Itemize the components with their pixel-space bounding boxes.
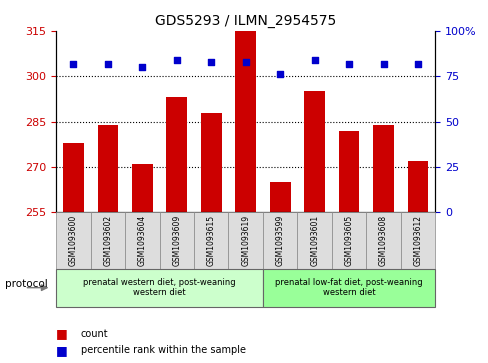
Bar — [235, 31, 256, 212]
Text: GSM1093608: GSM1093608 — [378, 215, 387, 266]
Bar — [201, 113, 221, 212]
Text: protocol: protocol — [5, 279, 47, 289]
Text: prenatal low-fat diet, post-weaning
western diet: prenatal low-fat diet, post-weaning west… — [275, 278, 422, 297]
Bar — [132, 164, 152, 212]
Point — [104, 61, 112, 66]
Point — [310, 57, 318, 63]
Bar — [372, 125, 393, 212]
Bar — [98, 125, 118, 212]
Text: GSM1093601: GSM1093601 — [309, 215, 319, 266]
Bar — [63, 143, 83, 212]
Point — [69, 61, 77, 66]
Text: percentile rank within the sample: percentile rank within the sample — [81, 345, 245, 355]
Bar — [338, 131, 359, 212]
Point — [413, 61, 421, 66]
Bar — [166, 97, 187, 212]
Text: ■: ■ — [56, 327, 68, 340]
Point — [379, 61, 386, 66]
Text: GSM1093615: GSM1093615 — [206, 215, 215, 266]
Text: prenatal western diet, post-weaning
western diet: prenatal western diet, post-weaning west… — [83, 278, 235, 297]
Bar — [269, 182, 290, 212]
Point — [242, 59, 249, 65]
Point — [345, 61, 352, 66]
Point — [138, 64, 146, 70]
Text: GSM1093609: GSM1093609 — [172, 215, 181, 266]
Text: GSM1093612: GSM1093612 — [413, 215, 422, 266]
Bar — [304, 91, 325, 212]
Point — [173, 57, 181, 63]
Text: GSM1093605: GSM1093605 — [344, 215, 353, 266]
Point — [276, 72, 284, 77]
Text: ■: ■ — [56, 344, 68, 357]
Text: GSM1093619: GSM1093619 — [241, 215, 250, 266]
Text: GSM1093604: GSM1093604 — [138, 215, 146, 266]
Title: GDS5293 / ILMN_2954575: GDS5293 / ILMN_2954575 — [155, 15, 336, 28]
Text: GSM1093600: GSM1093600 — [69, 215, 78, 266]
Text: GSM1093602: GSM1093602 — [103, 215, 112, 266]
Bar — [407, 161, 427, 212]
Point — [207, 59, 215, 65]
Text: count: count — [81, 329, 108, 339]
Text: GSM1093599: GSM1093599 — [275, 215, 284, 266]
